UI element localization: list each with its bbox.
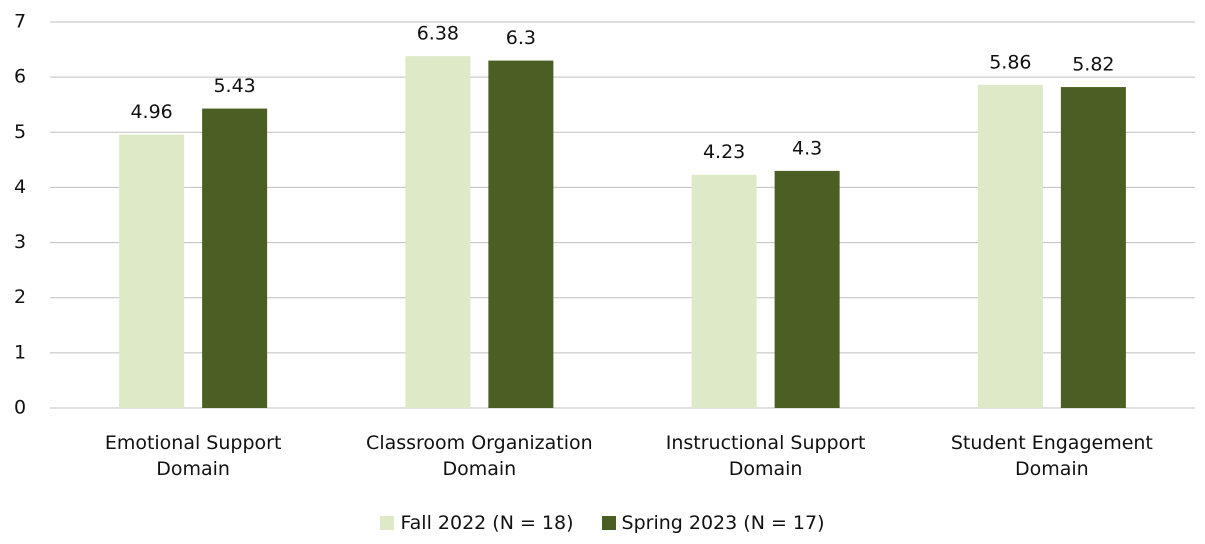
legend-item: Spring 2023 (N = 17) [601,512,825,534]
legend-item: Fall 2022 (N = 18) [380,512,574,534]
y-tick-label: 0 [14,397,26,419]
y-tick-label: 5 [14,121,26,143]
value-label: 6.3 [506,27,536,49]
y-tick-label: 2 [14,286,26,308]
legend: Fall 2022 (N = 18) Spring 2023 (N = 17) [0,512,1205,535]
value-label: 5.86 [989,51,1031,73]
y-tick-label: 3 [14,231,26,253]
y-tick-label: 6 [14,66,26,88]
bar [119,134,185,408]
bar [405,56,471,409]
bar [1060,87,1126,408]
value-label: 4.23 [703,141,745,163]
bar [977,84,1043,408]
bar [202,108,268,409]
legend-swatch [601,516,616,530]
value-label: 4.96 [130,101,172,123]
y-tick-label: 1 [14,341,26,363]
bar [774,170,840,408]
legend-label: Spring 2023 (N = 17) [621,512,825,534]
x-tick-label: Emotional Support Domain [104,432,282,480]
x-tick-label: Student Engagement Domain [950,432,1153,480]
bar [488,60,554,408]
y-tick-label: 4 [14,176,26,198]
legend-label: Fall 2022 (N = 18) [400,512,574,534]
bar [691,174,757,408]
value-label: 6.38 [417,23,459,45]
value-label: 5.82 [1072,54,1114,76]
legend-swatch [380,516,395,530]
value-label: 5.43 [213,75,255,97]
x-tick-label: Classroom Organization Domain [366,432,593,480]
y-tick-label: 7 [14,11,26,33]
x-tick-label: Instructional Support Domain [665,432,866,480]
value-label: 4.3 [792,137,822,159]
